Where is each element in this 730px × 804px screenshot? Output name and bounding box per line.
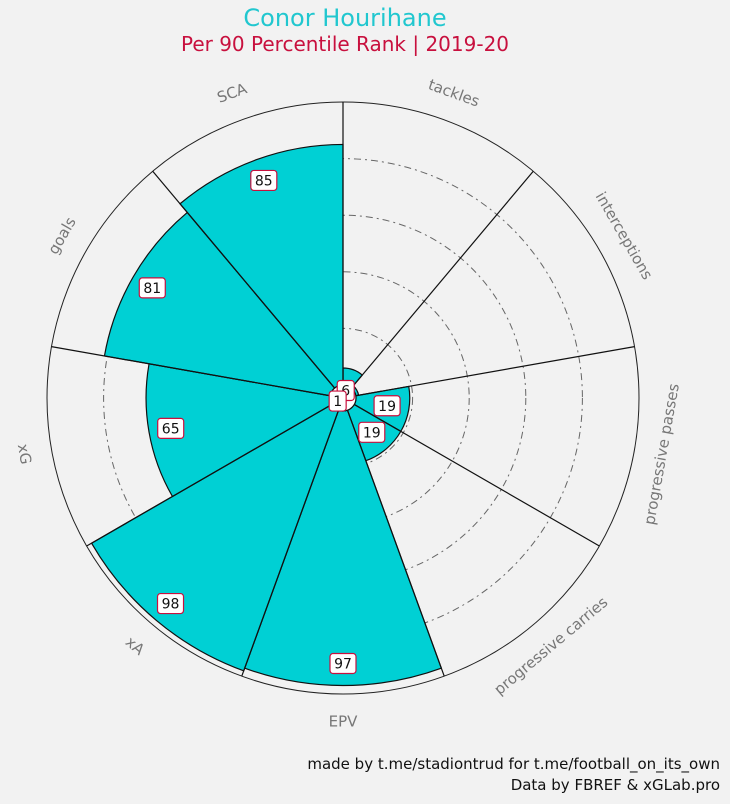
sector-divider <box>350 170 534 389</box>
value-label-text: 19 <box>363 425 381 441</box>
value-label-interceptions: 1 <box>328 390 347 412</box>
value-label-xa: 98 <box>156 592 185 615</box>
value-label-text: 81 <box>143 281 161 297</box>
value-label-progressive-passes: 19 <box>373 395 401 417</box>
chart-subtitle: Per 90 Percentile Rank | 2019-20 <box>180 32 510 56</box>
sector-divider <box>346 410 445 677</box>
value-label-box <box>329 652 357 675</box>
value-label-text: 85 <box>255 173 273 189</box>
sector-divider <box>152 170 336 389</box>
value-label-box <box>373 395 401 417</box>
category-label-goals: goals <box>44 214 80 258</box>
sector-divider <box>241 410 340 677</box>
value-label-xg: 65 <box>157 417 185 439</box>
sector-divider <box>353 403 600 547</box>
value-label-box <box>156 592 185 615</box>
sector-divider <box>51 346 331 397</box>
value-label-box <box>138 277 166 299</box>
value-label-sca: 85 <box>250 169 278 192</box>
sector-divider <box>86 403 333 547</box>
value-label-text: 19 <box>378 399 396 415</box>
value-label-text: 97 <box>334 657 352 673</box>
value-label-epv: 97 <box>329 652 357 675</box>
category-label-epv: EPV <box>329 713 359 731</box>
category-label-xa: xA <box>122 633 149 660</box>
value-label-box <box>328 390 347 412</box>
chart-title: Conor Hourihane <box>243 4 447 32</box>
value-label-goals: 81 <box>138 277 166 299</box>
value-label-box <box>250 169 278 192</box>
value-label-text: 65 <box>162 421 180 437</box>
category-label-sca: SCA <box>215 79 250 107</box>
value-label-box <box>157 417 185 439</box>
category-label-progressive-passes: progressive passes <box>640 382 683 526</box>
value-label-box <box>358 421 386 443</box>
category-label-xg: xG <box>14 443 35 466</box>
value-label-text: 98 <box>162 597 180 613</box>
value-label-progressive-carries: 19 <box>358 421 386 443</box>
sector-divider <box>355 346 635 397</box>
credit-made-by: made by t.me/stadiontrud for t.me/footba… <box>307 755 720 773</box>
category-label-tackles: tackles <box>426 76 482 111</box>
credit-data-source: Data by FBREF & xGLab.pro <box>510 776 720 794</box>
value-label-text: 1 <box>333 394 342 410</box>
